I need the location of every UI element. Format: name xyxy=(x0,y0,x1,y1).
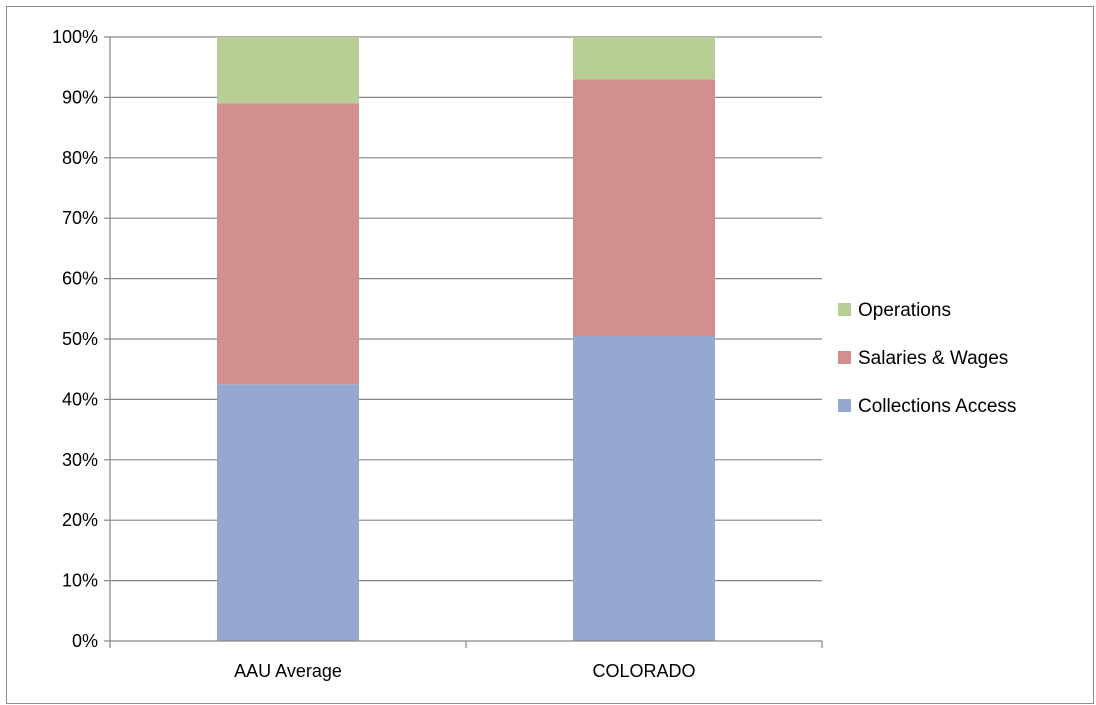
y-tick-label: 100% xyxy=(52,27,98,47)
bar-segment-collections-access[interactable] xyxy=(573,335,715,641)
gridlines xyxy=(110,36,822,582)
y-tick-label: 10% xyxy=(62,571,98,591)
x-category-label: AAU Average xyxy=(234,661,342,681)
y-tick-label: 70% xyxy=(62,208,98,228)
bars xyxy=(217,37,715,641)
legend-swatch-collections-access xyxy=(838,399,851,412)
legend-label-salaries-wages[interactable]: Salaries & Wages xyxy=(858,348,1008,369)
bar-segment-operations[interactable] xyxy=(573,37,715,80)
axes: 0% 10% 20% 30% 40% 50% 60% 70% 80% 90% 100% AAU Ave… xyxy=(52,27,823,681)
legend-swatch-operations xyxy=(838,303,851,316)
bar-segment-salaries-wages[interactable] xyxy=(217,103,359,385)
chart-frame xyxy=(6,6,1094,704)
x-category-label: COLORADO xyxy=(592,661,695,681)
y-tick-label: 40% xyxy=(62,389,98,409)
legend-label-collections-access[interactable]: Collections Access xyxy=(858,396,1016,417)
legend[interactable]: Operations Salaries & Wages Collections Ac… xyxy=(838,300,1016,417)
y-tick-label: 20% xyxy=(62,510,98,530)
y-tick-label: 80% xyxy=(62,148,98,168)
y-tick-label: 0% xyxy=(72,631,98,651)
y-tick-label: 30% xyxy=(62,450,98,470)
y-tick-label: 90% xyxy=(62,87,98,107)
y-tick-label: 60% xyxy=(62,269,98,289)
legend-label-operations[interactable]: Operations xyxy=(858,300,951,321)
bar-segment-collections-access[interactable] xyxy=(217,384,359,641)
legend-swatch-salaries-wages xyxy=(838,351,851,364)
bar-segment-salaries-wages[interactable] xyxy=(573,79,715,336)
bar-segment-operations[interactable] xyxy=(217,37,359,104)
y-tick-label: 50% xyxy=(62,329,98,349)
